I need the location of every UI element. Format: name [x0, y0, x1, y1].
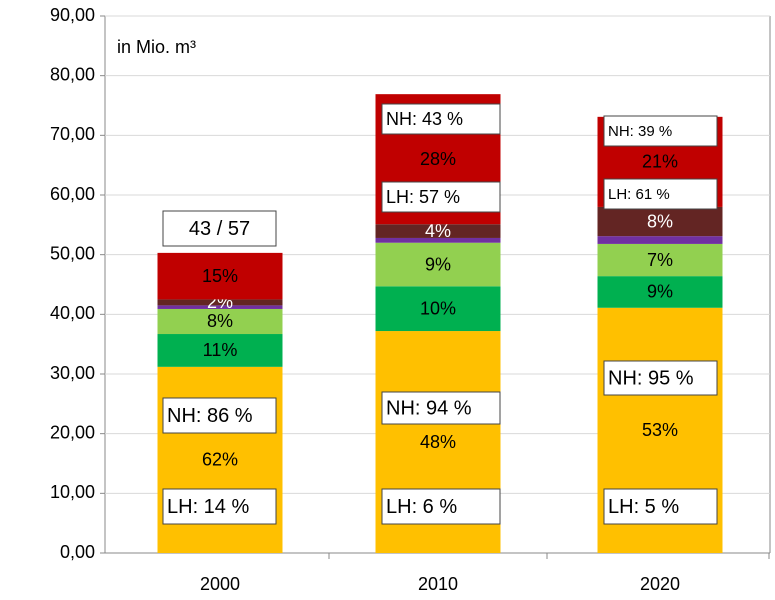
share-label: 62%: [202, 450, 238, 470]
annotation-text: NH: 94 %: [386, 397, 472, 419]
share-label: 10%: [420, 298, 456, 318]
share-label: 28%: [420, 149, 456, 169]
annotation-box: [381, 391, 501, 425]
y-tick-label: 40,00: [50, 303, 95, 323]
bar-segment: [597, 276, 723, 308]
annotation-box: [603, 488, 718, 525]
y-tick-label: 20,00: [50, 422, 95, 442]
annotation-text: LH: 61 %: [608, 186, 670, 203]
x-tick-label: 2010: [418, 574, 458, 594]
y-tick-label: 70,00: [50, 124, 95, 144]
share-label: 11%: [203, 340, 238, 360]
bar-segment: [157, 305, 283, 309]
annotation-box: [603, 178, 718, 210]
annotation-text: NH: 43 %: [386, 109, 463, 129]
bar-segment: [597, 236, 723, 244]
bar-segment: [157, 252, 283, 300]
y-tick-label: 80,00: [50, 64, 95, 84]
annotation-box: [162, 210, 277, 247]
y-tick-label: 90,00: [50, 5, 95, 25]
share-label: 8%: [647, 211, 673, 231]
x-tick-label: 2000: [200, 574, 240, 594]
bar-segment: [597, 206, 723, 237]
annotation-box: [381, 488, 501, 525]
annotation-text: LH: 57 %: [386, 187, 460, 207]
x-tick-label: 2020: [640, 574, 680, 594]
y-tick-label: 0,00: [60, 542, 95, 562]
unit-label: in Mio. m³: [117, 37, 196, 57]
bar-segment: [375, 237, 501, 243]
share-label: 21%: [642, 152, 678, 172]
bar-segment: [375, 242, 501, 287]
y-tick-label: 60,00: [50, 184, 95, 204]
annotation-text: LH: 14 %: [167, 496, 249, 518]
bar-segment: [375, 224, 501, 238]
bar-segment: [157, 334, 283, 367]
bar-segment: [157, 308, 283, 335]
share-label: 9%: [425, 254, 451, 274]
share-label: 9%: [647, 282, 673, 302]
annotation-box: [162, 488, 277, 525]
y-tick-label: 30,00: [50, 363, 95, 383]
annotation-box: [603, 360, 718, 396]
annotation-box: [162, 397, 277, 434]
annotation-text: LH: 6 %: [386, 496, 457, 518]
share-label: 15%: [202, 266, 238, 286]
share-label: 53%: [642, 420, 678, 440]
bar-segment: [375, 286, 501, 332]
share-label: 8%: [207, 311, 233, 331]
annotation-box: [381, 103, 501, 135]
y-tick-label: 50,00: [50, 243, 95, 263]
share-label: 4%: [425, 221, 451, 241]
bar-segment: [597, 243, 723, 277]
bar-segment: [157, 299, 283, 306]
share-label: 7%: [647, 250, 673, 270]
y-tick-label: 10,00: [50, 482, 95, 502]
annotation-text: NH: 86 %: [167, 405, 253, 427]
annotation-text: NH: 39 %: [608, 123, 672, 140]
annotation-text: NH: 95 %: [608, 367, 694, 389]
annotation-text: LH: 5 %: [608, 496, 679, 518]
annotation-text: 43 / 57: [189, 218, 250, 240]
share-label: 48%: [420, 432, 456, 452]
annotation-box: [603, 115, 718, 147]
annotation-box: [381, 181, 501, 213]
